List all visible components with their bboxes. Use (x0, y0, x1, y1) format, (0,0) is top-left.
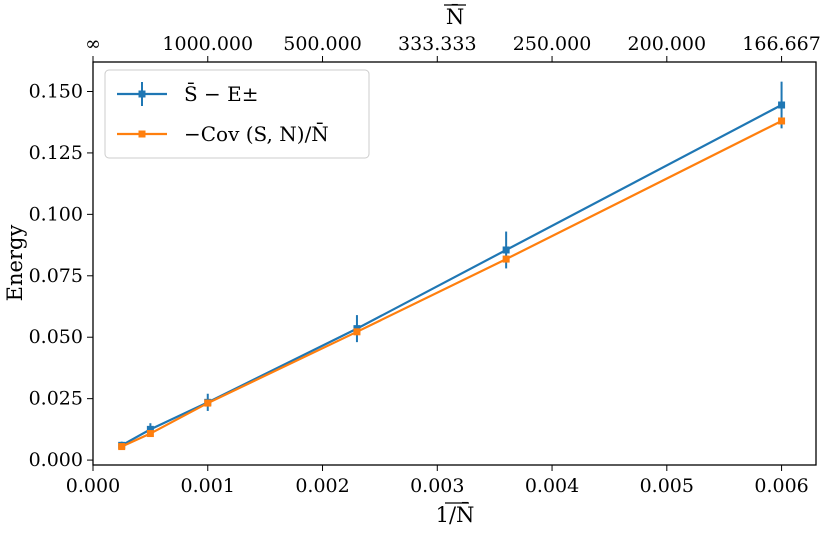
y-tick-label: 0.000 (29, 449, 83, 471)
series-group (118, 117, 786, 451)
top-x-tick-label: 500.000 (283, 33, 362, 55)
y-axis-label: Energy (3, 225, 27, 302)
data-point (204, 399, 212, 407)
y-tick-label: 0.050 (29, 326, 83, 348)
ticks-layer: 0.000 0.001 0.002 0.003 0.004 0.005 0.006 0.000… (29, 33, 821, 497)
x-axis-label: 1/N̄ (436, 502, 475, 527)
top-x-tick-label: ∞ (85, 33, 101, 55)
legend-marker (138, 90, 146, 98)
y-tick-label: 0.125 (29, 142, 83, 164)
top-x-tick-label: 166.667 (742, 33, 821, 55)
x-tick-label: 0.001 (181, 475, 235, 497)
legend-label: S̄ − E± (184, 81, 259, 106)
top-x-tick-label: 333.333 (398, 33, 477, 55)
data-point (502, 255, 510, 263)
x-tick-label: 0.006 (754, 475, 808, 497)
y-tick-label: 0.150 (29, 80, 83, 102)
data-point (778, 101, 786, 109)
data-point (502, 246, 510, 254)
legend-label: −Cov (S, N)/N̄ (184, 121, 329, 146)
plot-frame (92, 61, 817, 466)
x-tick-label: 0.005 (640, 475, 694, 497)
y-tick-label: 0.025 (29, 388, 83, 410)
x-tick-label: 0.000 (66, 475, 120, 497)
series-line (121, 119, 783, 448)
top-x-tick-label: 250.000 (513, 33, 592, 55)
plot-layer (118, 81, 786, 451)
data-point (778, 117, 786, 125)
x-tick-label: 0.004 (525, 475, 579, 497)
x-tick-label: 0.003 (410, 475, 464, 497)
top-axis-label: N̄ (446, 4, 464, 29)
series-line (121, 104, 783, 447)
legend-marker (138, 130, 146, 138)
top-x-tick-label: 1000.000 (162, 33, 253, 55)
data-point (118, 443, 126, 451)
legend-box (104, 69, 370, 159)
data-point (146, 430, 154, 438)
data-point (146, 425, 154, 433)
x-tick-label: 0.002 (295, 475, 349, 497)
legend: S̄ − E± −Cov (S, N)/N̄ (104, 69, 370, 159)
data-point (353, 328, 361, 336)
y-tick-label: 0.075 (29, 265, 83, 287)
top-x-tick-label: 200.000 (628, 33, 707, 55)
y-tick-label: 0.100 (29, 203, 83, 225)
